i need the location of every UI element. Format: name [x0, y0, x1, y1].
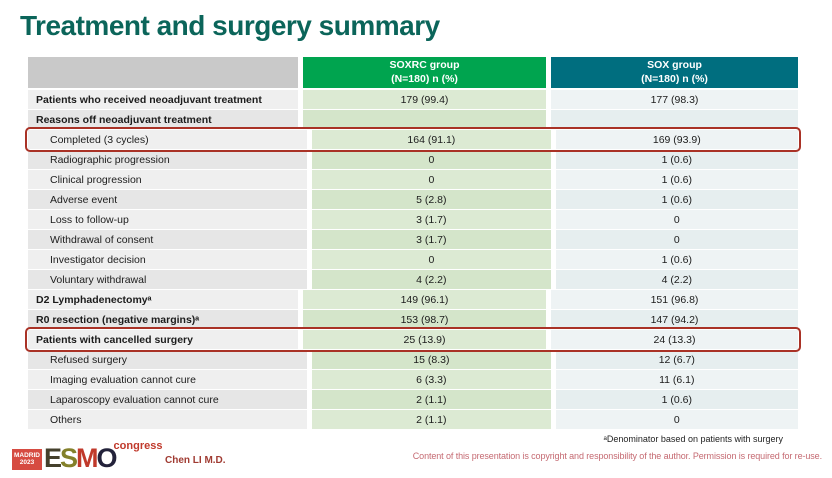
footnote-denominator: ᵃDenominator based on patients with surg… [603, 434, 783, 444]
esmo-letter-m: M [76, 443, 98, 473]
sox-value: 11 (6.1) [555, 370, 798, 389]
logo-year: 2023 [19, 459, 35, 467]
sox-value: 1 (0.6) [555, 390, 798, 409]
sox-value: 0 [555, 230, 798, 249]
row-label: Completed (3 cycles) [28, 130, 308, 149]
sox-value [551, 110, 798, 129]
sox-value: 1 (0.6) [555, 190, 798, 209]
row-label: Loss to follow-up [28, 210, 308, 229]
header-sox-sub: (N=180) n (%) [641, 72, 708, 85]
sox-value: 147 (94.2) [551, 310, 798, 329]
row-label: Others [28, 410, 308, 429]
madrid-2023-badge: MADRID 2023 [12, 449, 42, 470]
row-label: Reasons off neoadjuvant treatment [28, 110, 298, 129]
sox-value: 151 (96.8) [551, 290, 798, 309]
esmo-letter-s: S [60, 443, 78, 473]
copyright-notice: Content of this presentation is copyrigh… [412, 451, 822, 461]
page-title: Treatment and surgery summary [20, 10, 440, 41]
summary-table: SOXRC group (N=180) n (%) SOX group (N=1… [25, 57, 801, 430]
header-soxrc-name: SOXRC group [389, 58, 460, 71]
sox-value: 1 (0.6) [555, 150, 798, 169]
table-row: Imaging evaluation cannot cure 6 (3.3) 1… [28, 370, 798, 389]
table-row: D2 Lymphadenectomyᵃ 149 (96.1) 151 (96.8… [28, 290, 798, 309]
esmo-letter-o: O [96, 443, 118, 473]
author-name: Chen LI M.D. [165, 455, 226, 466]
header-sox-group: SOX group (N=180) n (%) [551, 57, 798, 88]
row-label: Radiographic progression [28, 150, 308, 169]
soxrc-value: 0 [312, 150, 551, 169]
soxrc-value: 179 (99.4) [303, 90, 546, 109]
soxrc-value: 0 [312, 170, 551, 189]
soxrc-value: 6 (3.3) [312, 370, 551, 389]
table-row: Radiographic progression 0 1 (0.6) [28, 150, 798, 169]
header-sox-name: SOX group [647, 58, 702, 71]
esmo-wordmark: ESMO [44, 443, 118, 473]
row-label: Adverse event [28, 190, 308, 209]
row-label: Clinical progression [28, 170, 308, 189]
table-row: Clinical progression 0 1 (0.6) [28, 170, 798, 189]
congress-label: congress [113, 440, 163, 452]
row-label: Investigator decision [28, 250, 308, 269]
row-label: R0 resection (negative margins)ᵃ [28, 310, 298, 329]
sox-value: 4 (2.2) [555, 270, 798, 289]
table-row: Others 2 (1.1) 0 [28, 410, 798, 429]
row-label: Imaging evaluation cannot cure [28, 370, 308, 389]
soxrc-value: 164 (91.1) [312, 130, 551, 149]
soxrc-value: 149 (96.1) [303, 290, 546, 309]
table-row: R0 resection (negative margins)ᵃ 153 (98… [28, 310, 798, 329]
sox-value: 0 [555, 210, 798, 229]
row-label: Patients with cancelled surgery [28, 330, 298, 349]
soxrc-value: 3 (1.7) [312, 210, 551, 229]
sox-value: 24 (13.3) [551, 330, 798, 349]
table-row: Laparoscopy evaluation cannot cure 2 (1.… [28, 390, 798, 409]
table-row: Loss to follow-up 3 (1.7) 0 [28, 210, 798, 229]
soxrc-value: 3 (1.7) [312, 230, 551, 249]
table-row: Patients who received neoadjuvant treatm… [28, 90, 798, 109]
table-row: Refused surgery 15 (8.3) 12 (6.7) [28, 350, 798, 369]
header-soxrc-group: SOXRC group (N=180) n (%) [303, 57, 546, 88]
table-row: Adverse event 5 (2.8) 1 (0.6) [28, 190, 798, 209]
table-row: Reasons off neoadjuvant treatment [28, 110, 798, 129]
row-label: Voluntary withdrawal [28, 270, 308, 289]
row-label: D2 Lymphadenectomyᵃ [28, 290, 298, 309]
soxrc-value: 15 (8.3) [312, 350, 551, 369]
sox-value: 169 (93.9) [555, 130, 798, 149]
table-row-highlighted: Patients with cancelled surgery 25 (13.9… [25, 327, 801, 352]
table-row: Voluntary withdrawal 4 (2.2) 4 (2.2) [28, 270, 798, 289]
header-soxrc-sub: (N=180) n (%) [391, 72, 458, 85]
soxrc-value [303, 110, 546, 129]
soxrc-value: 25 (13.9) [303, 330, 546, 349]
esmo-congress-logo: MADRID 2023 ESMO congress [12, 438, 162, 472]
table-row: Investigator decision 0 1 (0.6) [28, 250, 798, 269]
logo-city: MADRID [14, 452, 40, 459]
soxrc-value: 4 (2.2) [312, 270, 551, 289]
sox-value: 0 [555, 410, 798, 429]
table-row-highlighted: Completed (3 cycles) 164 (91.1) 169 (93.… [25, 127, 801, 152]
sox-value: 1 (0.6) [555, 170, 798, 189]
esmo-letter-e: E [44, 443, 62, 473]
soxrc-value: 2 (1.1) [312, 410, 551, 429]
table-body: Patients who received neoadjuvant treatm… [25, 90, 801, 429]
sox-value: 177 (98.3) [551, 90, 798, 109]
header-empty-cell [28, 57, 298, 88]
row-label: Laparoscopy evaluation cannot cure [28, 390, 308, 409]
sox-value: 1 (0.6) [555, 250, 798, 269]
soxrc-value: 5 (2.8) [312, 190, 551, 209]
table-header-row: SOXRC group (N=180) n (%) SOX group (N=1… [28, 57, 798, 88]
row-label: Withdrawal of consent [28, 230, 308, 249]
sox-value: 12 (6.7) [555, 350, 798, 369]
table-row: Withdrawal of consent 3 (1.7) 0 [28, 230, 798, 249]
soxrc-value: 0 [312, 250, 551, 269]
soxrc-value: 153 (98.7) [303, 310, 546, 329]
row-label: Refused surgery [28, 350, 308, 369]
row-label: Patients who received neoadjuvant treatm… [28, 90, 298, 109]
soxrc-value: 2 (1.1) [312, 390, 551, 409]
